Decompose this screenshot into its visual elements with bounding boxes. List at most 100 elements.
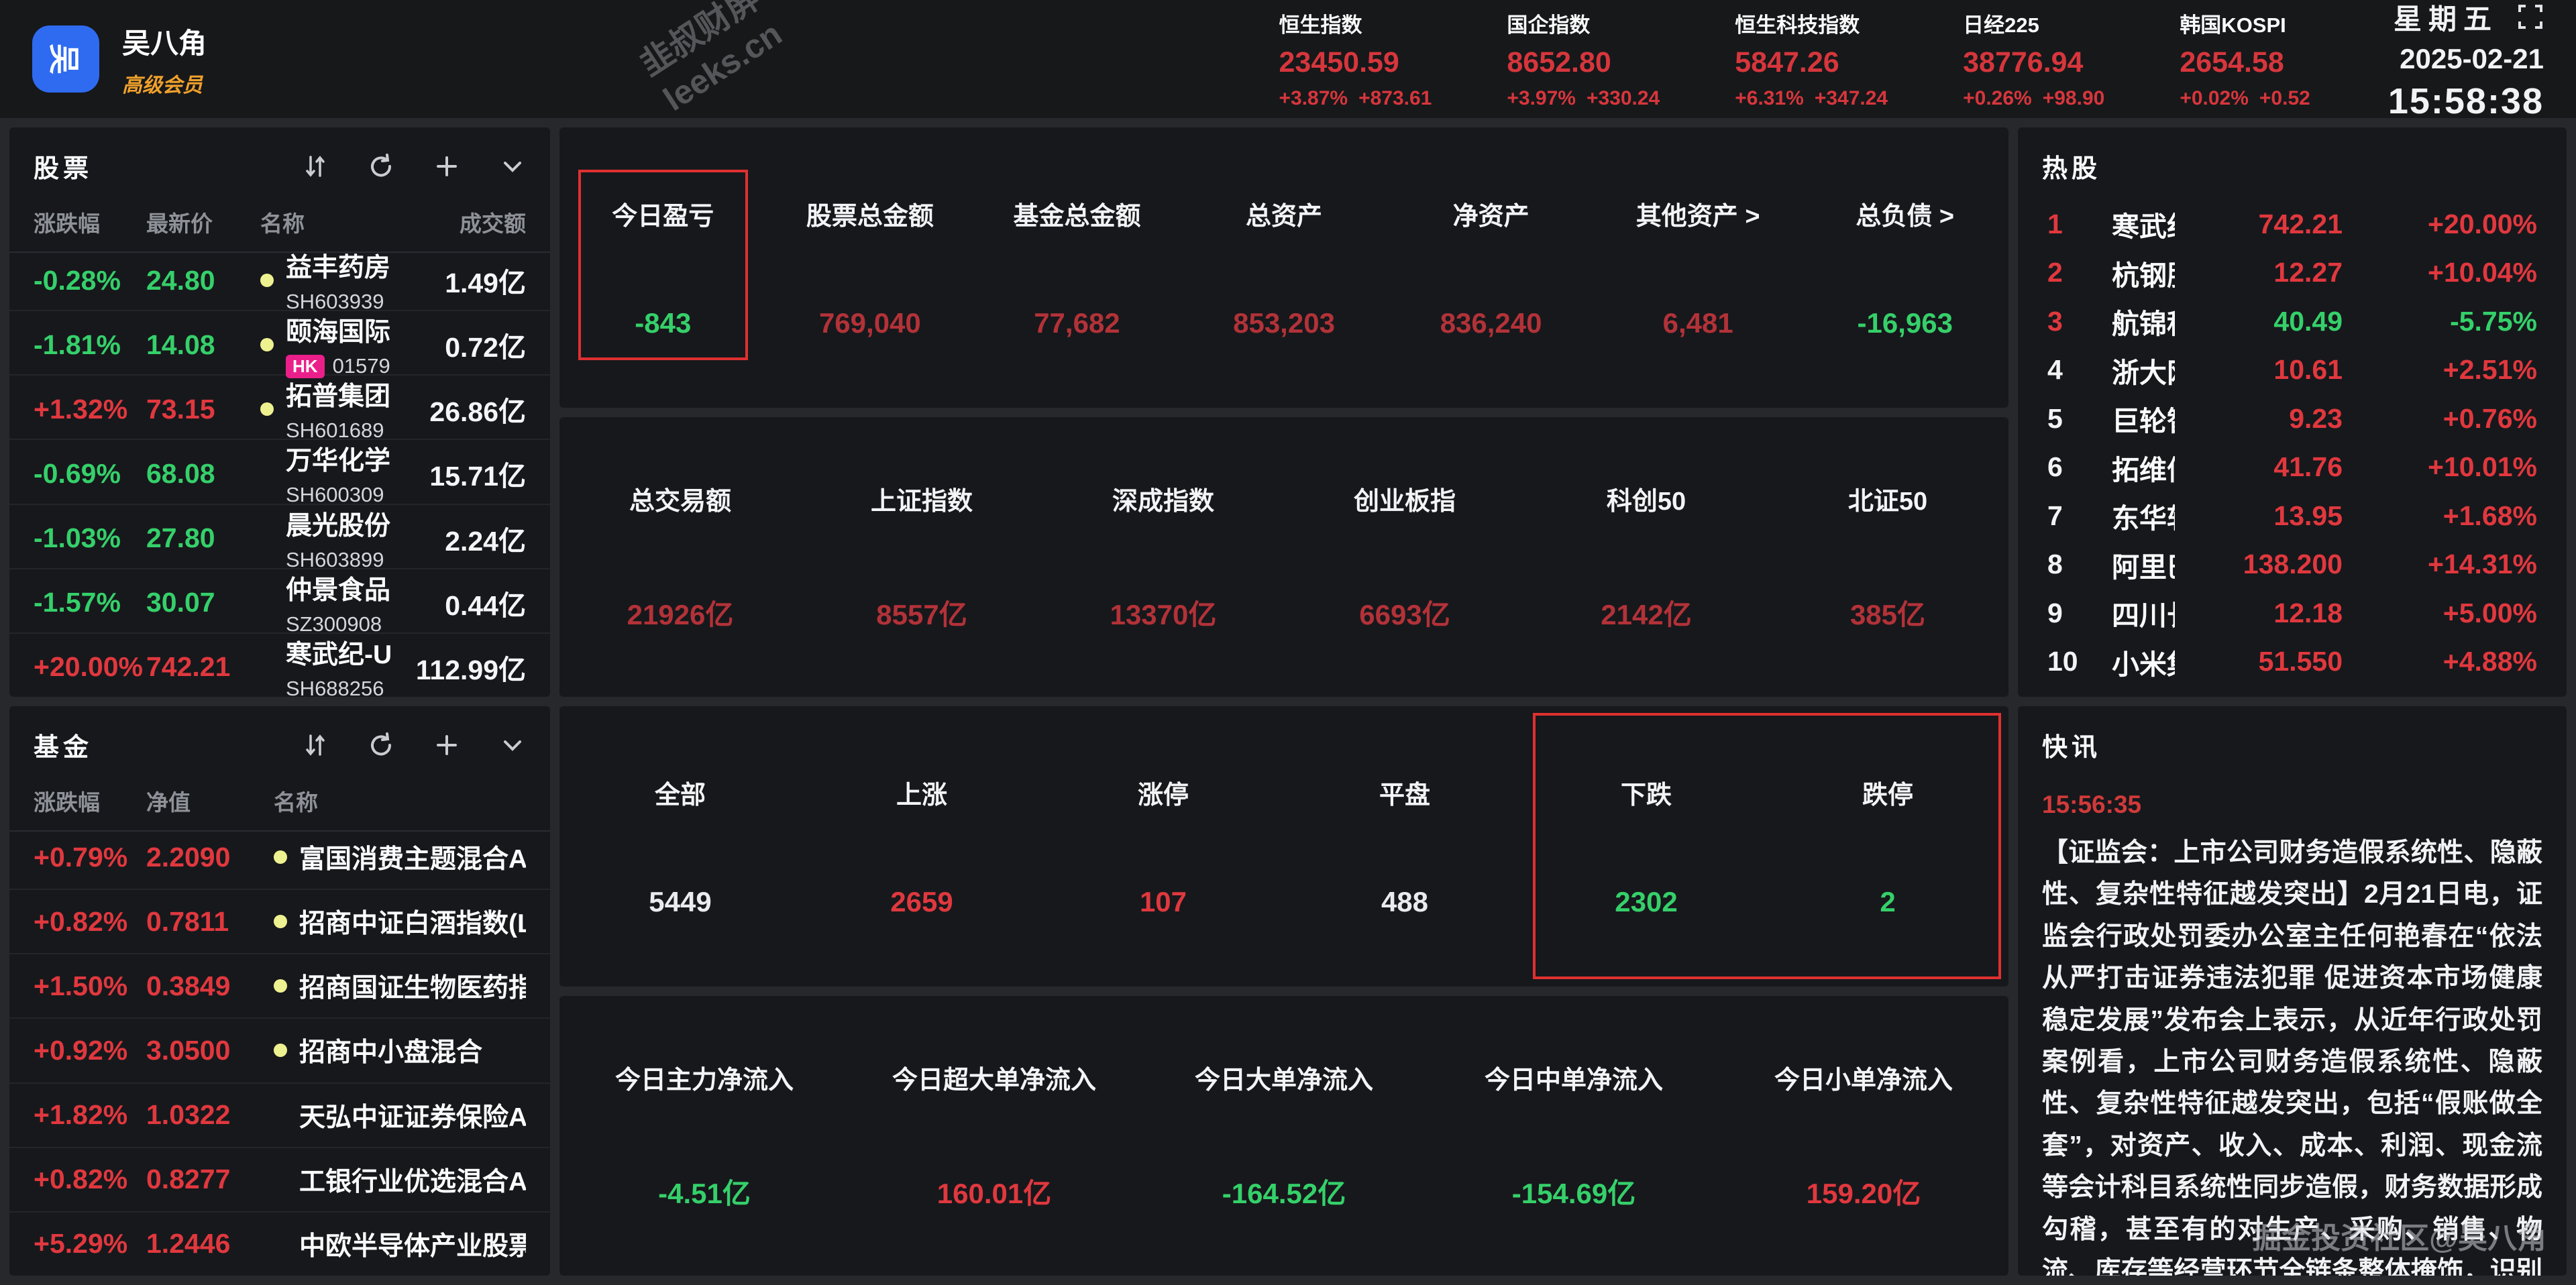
hot-stocks-rows: 1 寒武纪-U 742.21 +20.00% 2 杭钢股份 12.27 +10.04% 3 航锦科… (2018, 200, 2567, 686)
index-block[interactable]: 国企指数 8652.80 +3.97% +330.24 (1507, 8, 1670, 110)
right-column: 热股 1 寒武纪-U 742.21 +20.00% 2 杭钢股份 12.27 +10.04% 3… (2018, 127, 2567, 1276)
left-column: 股票 涨跌幅 最新价 名称 成交额 -0.28% 24.80 益丰药房 SH603939 1.… (9, 127, 550, 1276)
stock-name: 寒武纪-U (286, 640, 392, 669)
hot-stock-row[interactable]: 6 拓维信息 41.76 +10.01% (2018, 443, 2567, 492)
hot-stock-row[interactable]: 2 杭钢股份 12.27 +10.04% (2018, 249, 2567, 298)
hot-stock-price: 12.18 (2273, 597, 2343, 628)
sort-icon[interactable] (302, 153, 329, 180)
index-name: 韩国KOSPI (2180, 13, 2286, 37)
index-change-pct: +3.87% (1279, 87, 1348, 109)
column-header: 涨跌幅 (34, 211, 100, 236)
index-change-pct: +0.02% (2180, 87, 2249, 109)
stat-cell: 净资产 836,240 (1387, 127, 1595, 408)
fund-row[interactable]: +1.50% 0.3849 招商国证生物医药指数(LOF)C (9, 954, 550, 1019)
stock-name-cell: 万华化学 SH600309 (260, 440, 398, 507)
stat-value: -16,963 (1857, 307, 1953, 339)
index-name: 日经225 (1963, 13, 2039, 37)
funds-panel: 基金 涨跌幅 净值 名称 +0.79% 2.2090 富国消费主题混合A +0.82% 0.… (9, 706, 550, 1276)
stock-price: 24.80 (146, 264, 215, 296)
hot-rank: 4 (2047, 354, 2063, 386)
stock-row[interactable]: +20.00% 742.21 寒武纪-U SH688256 112.99亿 (9, 634, 550, 697)
fullscreen-icon[interactable] (2517, 3, 2544, 30)
refresh-icon[interactable] (368, 732, 394, 759)
hot-stocks-panel: 热股 1 寒武纪-U 742.21 +20.00% 2 杭钢股份 12.27 +10.04% 3… (2018, 127, 2567, 697)
stock-row[interactable]: -1.03% 27.80 晨光股份 SH603899 2.24亿 (9, 505, 550, 572)
stat-value: 488 (1381, 886, 1429, 918)
stat-cell: 深成指数 13370亿 (1042, 417, 1284, 697)
hot-stock-row[interactable]: 9 四川长虹 12.18 +5.00% (2018, 589, 2567, 638)
stock-row[interactable]: -1.57% 30.07 仲景食品 SZ300908 0.44亿 (9, 569, 550, 636)
fund-row[interactable]: +0.79% 2.2090 富国消费主题混合A (9, 826, 550, 891)
index-block[interactable]: 恒生指数 23450.59 +3.87% +873.61 (1279, 8, 1443, 110)
boxed-cell-group: 下跌 2302 跌停 2 (1525, 706, 2008, 987)
stat-cell[interactable]: 总负债 > -16,963 (1801, 127, 2008, 408)
news-item[interactable]: 15:56:35 【证监会：上市公司财务造假系统性、隐蔽性、复杂性特征越发突出】2… (2042, 791, 2542, 1276)
hk-badge: HK (286, 354, 325, 378)
fund-name-cell: 中欧半导体产业股票发起A (274, 1225, 526, 1263)
column-header: 名称 (274, 790, 318, 815)
stock-row[interactable]: -0.69% 68.08 万华化学 SH600309 15.71亿 (9, 440, 550, 507)
funds-column-headers: 涨跌幅 净值 名称 (9, 767, 550, 832)
index-block[interactable]: 韩国KOSPI 2654.58 +0.02% +0.52 (2180, 8, 2321, 110)
index-value: 2654.58 (2180, 46, 2284, 78)
hot-stock-row[interactable]: 4 浙大网新 10.61 +2.51% (2018, 346, 2567, 395)
index-value: 38776.94 (1963, 46, 2084, 78)
avatar[interactable]: 吴 (32, 25, 99, 93)
chevron-down-icon[interactable] (499, 153, 526, 180)
stat-label: 今日超大单净流入 (892, 1066, 1096, 1095)
stat-label: 今日盈亏 (612, 203, 714, 231)
stat-cell[interactable]: 其他资产 > 6,481 (1595, 127, 1802, 408)
stocks-column-headers: 涨跌幅 最新价 名称 成交额 (9, 188, 550, 253)
fund-nav: 0.7811 (146, 905, 229, 937)
stat-cell: 平盘 488 (1284, 706, 1525, 987)
hot-stock-row[interactable]: 10 小米集团-W 51.550 +4.88% (2018, 638, 2567, 687)
fund-row[interactable]: +0.82% 0.7811 招商中证白酒指数(LOF)C (9, 890, 550, 955)
hot-stock-row[interactable]: 5 巨轮智能 9.23 +0.76% (2018, 394, 2567, 443)
stock-row[interactable]: -0.28% 24.80 益丰药房 SH603939 1.49亿 (9, 247, 550, 313)
hot-rank: 7 (2047, 500, 2063, 531)
stat-cell: 今日超大单净流入 160.01亿 (849, 996, 1139, 1276)
stat-cell: 涨停 107 (1042, 706, 1284, 987)
hot-stock-row[interactable]: 3 航锦科技 40.49 -5.75% (2018, 297, 2567, 346)
add-icon[interactable] (433, 732, 460, 759)
fund-row[interactable]: +0.82% 0.8277 工银行业优选混合A (9, 1148, 550, 1213)
stat-label: 总资产 (1246, 203, 1323, 231)
fund-nav: 3.0500 (146, 1034, 231, 1066)
hot-stock-price: 10.61 (2273, 354, 2343, 386)
fund-pct: +0.82% (34, 905, 128, 937)
fund-row[interactable]: +5.29% 1.2446 中欧半导体产业股票发起A (9, 1213, 550, 1276)
stock-pct: -1.03% (34, 522, 121, 554)
stat-value: 160.01亿 (936, 1178, 1052, 1210)
index-block[interactable]: 恒生科技指数 5847.26 +6.31% +347.24 (1735, 8, 1898, 110)
add-icon[interactable] (433, 153, 460, 180)
index-block[interactable]: 日经225 38776.94 +0.26% +98.90 (1963, 8, 2115, 110)
sort-icon[interactable] (302, 732, 329, 759)
hot-stock-row[interactable]: 8 阿里巴巴-W 138.200 +14.31% (2018, 541, 2567, 590)
stocks-panel-title: 股票 (34, 155, 93, 183)
chevron-down-icon[interactable] (499, 732, 526, 759)
fund-name-cell: 富国消费主题混合A (274, 838, 526, 876)
stat-label: 股票总金额 (806, 203, 934, 231)
date-label: 2025-02-21 (2400, 42, 2544, 74)
hot-stocks-title: 热股 (2042, 155, 2102, 183)
stock-name-cell: 晨光股份 SH603899 (260, 505, 398, 572)
stock-name: 颐海国际 (286, 318, 391, 347)
market-breadth-row: 全部 5449 上涨 2659 涨停 107 平盘 488 下跌 2302 跌停 2 (559, 706, 2008, 987)
fund-name-cell: 天弘中证证券保险A (274, 1097, 526, 1134)
stock-row[interactable]: +1.32% 73.15 拓普集团 SH601689 26.86亿 (9, 376, 550, 442)
hot-rank: 3 (2047, 305, 2063, 337)
stat-label: 今日中单净流入 (1484, 1066, 1663, 1095)
refresh-icon[interactable] (368, 153, 394, 180)
stat-label: 科创50 (1606, 488, 1686, 516)
hot-rank: 10 (2047, 646, 2078, 677)
stock-amount: 2.24亿 (445, 525, 526, 557)
stock-code-text: SZ300908 (286, 612, 382, 636)
fund-row[interactable]: +0.92% 3.0500 招商中小盘混合 (9, 1019, 550, 1084)
fund-row[interactable]: +1.82% 1.0322 天弘中证证券保险A (9, 1084, 550, 1148)
stat-label: 其他资产 > (1635, 203, 1760, 231)
holding-dot-icon (274, 1044, 287, 1058)
hot-stock-row[interactable]: 1 寒武纪-U 742.21 +20.00% (2018, 200, 2567, 249)
stock-row[interactable]: -1.81% 14.08 颐海国际 HK 01579 0.72亿 (9, 311, 550, 378)
stock-price: 14.08 (146, 329, 215, 360)
hot-stock-row[interactable]: 7 东华软件 13.95 +1.68% (2018, 492, 2567, 541)
